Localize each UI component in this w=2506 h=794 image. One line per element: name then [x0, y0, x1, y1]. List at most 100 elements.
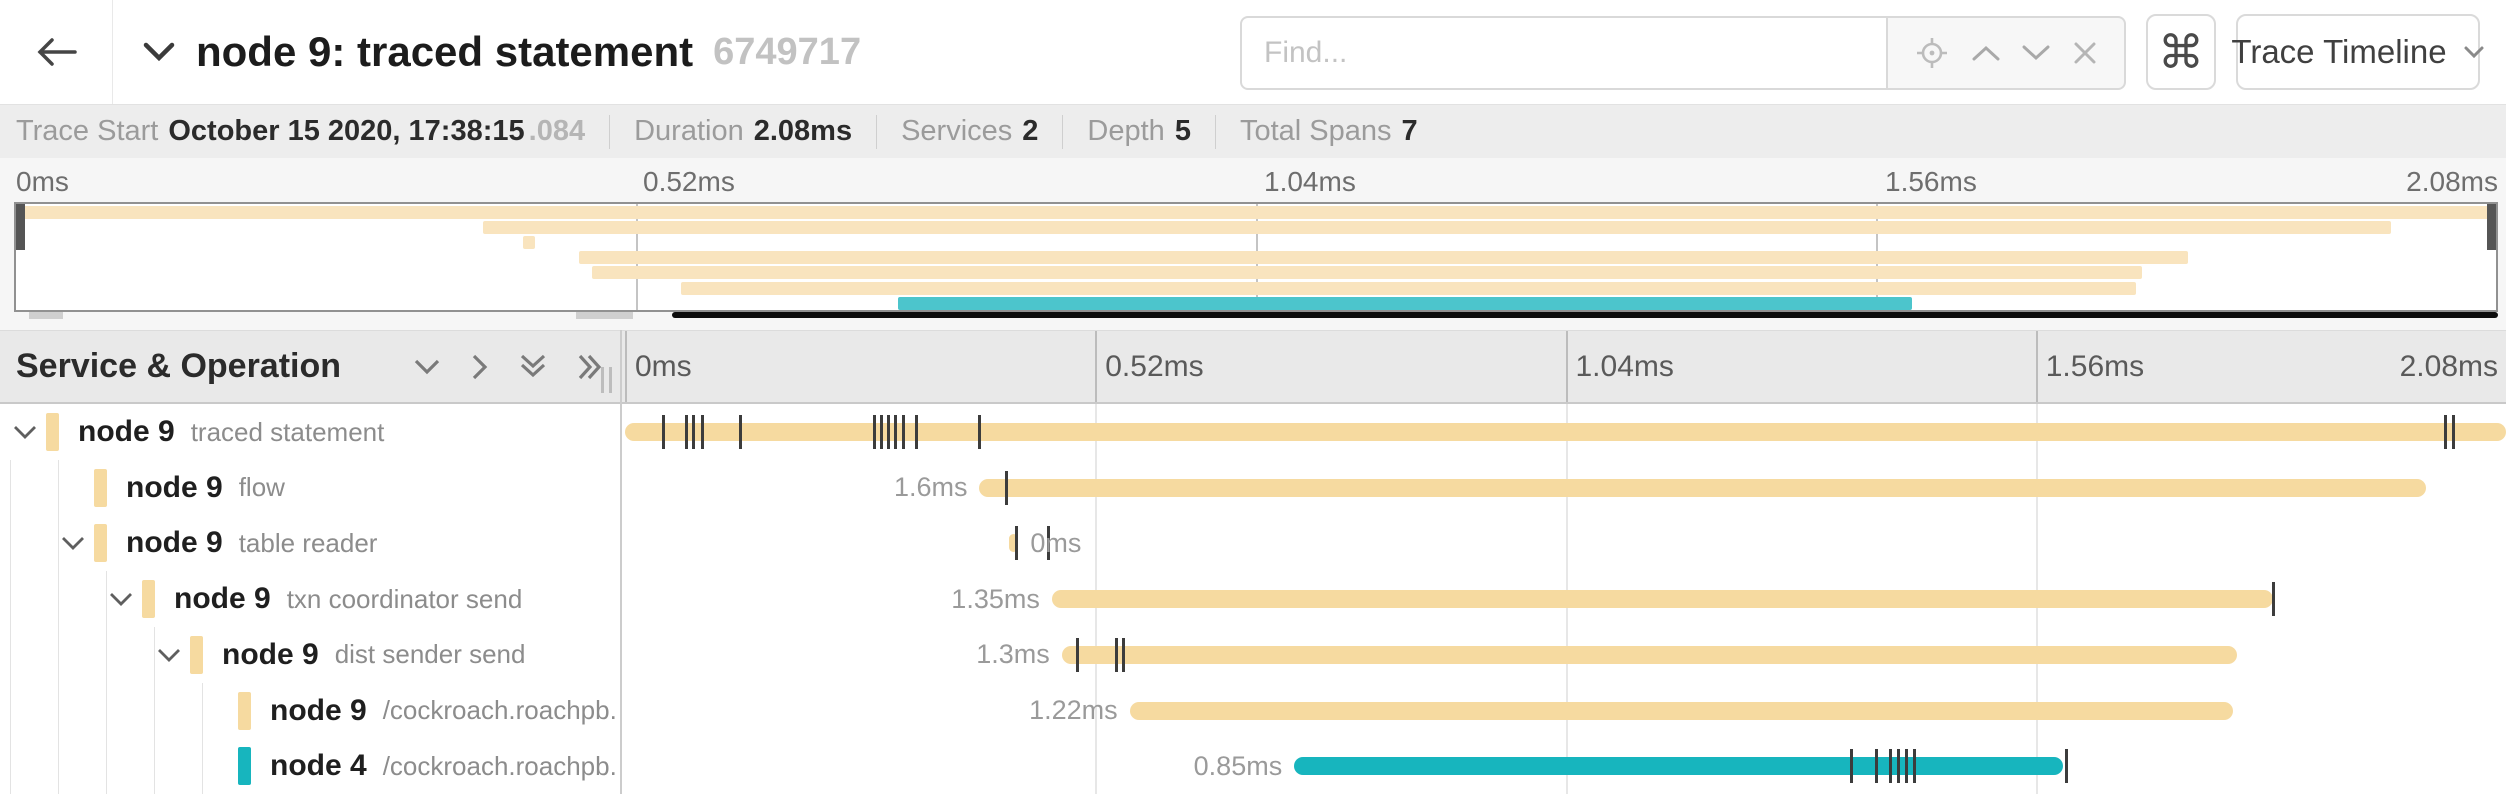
indent-guide	[106, 571, 107, 628]
timeline-axis-tick	[1095, 331, 1098, 402]
summary-value: 2	[1022, 115, 1039, 147]
find-prev-chevron-up-icon[interactable]	[1971, 44, 2001, 62]
timeline-row[interactable]: 0.85ms	[620, 738, 2506, 794]
span-log-tick	[1897, 749, 1901, 784]
collapse-one-chevron-down-icon[interactable]	[412, 357, 442, 377]
minimap-canvas[interactable]	[14, 202, 2498, 312]
indent-guide	[58, 682, 59, 739]
span-duration-label: 0.85ms	[1193, 750, 1283, 781]
timeline-axis-tick-label: 1.56ms	[2045, 349, 2145, 383]
minimap-span-bar	[483, 221, 2392, 235]
expand-chevron-icon[interactable]	[108, 591, 134, 608]
indent-guide	[58, 626, 59, 683]
collapse-trace-chevron-icon[interactable]	[142, 41, 176, 63]
minimap-axis-tick-label: 0ms	[16, 166, 69, 197]
timeline-row[interactable]	[620, 404, 2506, 460]
minimap-span-bar	[591, 266, 2142, 280]
expand-one-chevron-right-icon[interactable]	[470, 352, 490, 382]
indent-guide	[202, 682, 203, 739]
collapse-all-double-chevron-down-icon[interactable]	[518, 352, 548, 382]
span-log-tick	[887, 415, 891, 449]
summary-trace-start: Trace Start October 15 2020, 17:38:15 .0…	[16, 115, 609, 149]
summary-services: Services 2	[876, 114, 1062, 149]
timeline-row[interactable]: 1.22ms	[620, 683, 2506, 739]
span-log-tick	[1076, 637, 1080, 672]
column-divider[interactable]	[620, 330, 622, 794]
minimap-left-drag-handle[interactable]	[16, 204, 25, 250]
timeline-row[interactable]: 1.35ms	[620, 571, 2506, 627]
minimap-span-bar	[578, 251, 2189, 265]
scrubber-stub	[29, 312, 63, 319]
span-log-tick	[700, 415, 704, 449]
timeline-axis-tick	[2035, 331, 2038, 402]
expand-chevron-icon[interactable]	[156, 647, 182, 664]
span-log-tick	[1047, 526, 1051, 561]
tree-row[interactable]: node 9 traced statement	[0, 404, 620, 460]
span-color-strip	[142, 580, 155, 619]
span-name: node 9 dist sender send	[222, 627, 616, 683]
minimap-right-drag-handle[interactable]	[2487, 204, 2496, 250]
span-bar[interactable]	[1051, 590, 2273, 609]
command-key-icon: ⌘	[2158, 26, 2204, 78]
tree-row[interactable]: node 9 txn coordinator send	[0, 571, 620, 628]
indent-guide	[202, 738, 203, 794]
timeline-row[interactable]: 1.6ms	[620, 460, 2506, 516]
span-duration-label: 1.3ms	[976, 639, 1050, 670]
span-log-tick	[978, 415, 982, 449]
tree-row[interactable]: node 9/cockroach.roachpb.I…	[0, 682, 620, 739]
expand-chevron-icon[interactable]	[12, 424, 38, 441]
tree-row[interactable]: node 9 dist sender send	[0, 626, 620, 683]
chevron-down-icon	[2463, 45, 2485, 59]
trace-view-dropdown[interactable]: Trace Timeline	[2231, 14, 2484, 90]
span-log-tick	[894, 415, 898, 449]
keyboard-shortcuts-button[interactable]: ⌘	[2146, 14, 2216, 90]
span-graph-minimap: 0ms 0.52ms 1.04ms 1.56ms 2.08ms	[0, 158, 2506, 330]
span-service-name: node 9	[78, 415, 175, 448]
horizontal-scrollbar[interactable]	[672, 312, 2498, 318]
span-log-tick	[684, 415, 688, 449]
span-bar[interactable]	[979, 478, 2427, 497]
timeline-axis-tick	[625, 331, 627, 402]
summary-value: 5	[1174, 115, 1191, 147]
summary-value: 7	[1401, 115, 1418, 147]
tree-row[interactable]: node 9 flow	[0, 459, 620, 516]
tree-row[interactable]: node 4/cockroach.roachpb.I…	[0, 738, 620, 794]
summary-label: Services	[901, 115, 1013, 147]
span-bar[interactable]	[1294, 757, 2063, 776]
find-input[interactable]	[1240, 16, 1888, 90]
timeline-axis-tick-label: 0.52ms	[1105, 349, 1204, 383]
trace-title-group: node 9: traced statement 6749717	[142, 0, 861, 104]
minimap-span-bar	[16, 206, 2496, 219]
span-duration-label: 1.22ms	[1029, 695, 1118, 726]
expand-chevron-icon[interactable]	[60, 535, 86, 552]
span-bar[interactable]	[625, 423, 2506, 441]
trace-summary-bar: Trace Start October 15 2020, 17:38:15 .0…	[0, 105, 2506, 158]
column-resize-grip[interactable]	[601, 367, 617, 393]
minimap-axis-tick-label: 1.04ms	[1264, 166, 1356, 197]
tree-row[interactable]: node 9 table reader	[0, 515, 620, 572]
locate-icon[interactable]	[1914, 35, 1950, 71]
expand-all-double-chevron-right-icon[interactable]	[576, 352, 606, 382]
span-operation-name: table reader	[238, 527, 378, 558]
span-bar[interactable]	[1129, 701, 2233, 720]
find-clear-x-icon[interactable]	[2072, 40, 2098, 66]
find-next-chevron-down-icon[interactable]	[2021, 44, 2051, 62]
timeline-header-band: Service & Operation 0ms 0.52ms 1.04ms 1.56m…	[0, 330, 2506, 404]
span-operation-name: traced statement	[190, 416, 385, 447]
minimap-axis-tick-label: 0.52ms	[643, 166, 735, 197]
span-bar[interactable]	[1009, 534, 1019, 553]
span-log-tick	[879, 415, 883, 449]
span-name: node 4/cockroach.roachpb.I…	[270, 738, 616, 794]
span-bar[interactable]	[1061, 645, 2238, 664]
span-operation-name: dist sender send	[334, 639, 526, 670]
summary-duration: Duration 2.08ms	[609, 114, 876, 149]
minimap-span-bar	[522, 236, 535, 250]
timeline-row[interactable]: 0ms	[620, 515, 2506, 571]
summary-depth: Depth 5	[1062, 114, 1215, 149]
timeline-row[interactable]: 1.3ms	[620, 627, 2506, 683]
span-log-tick	[915, 415, 919, 449]
span-name: node 9 traced statement	[78, 404, 616, 460]
back-button[interactable]	[0, 0, 113, 104]
span-operation-name: /cockroach.roachpb.I…	[382, 695, 616, 726]
